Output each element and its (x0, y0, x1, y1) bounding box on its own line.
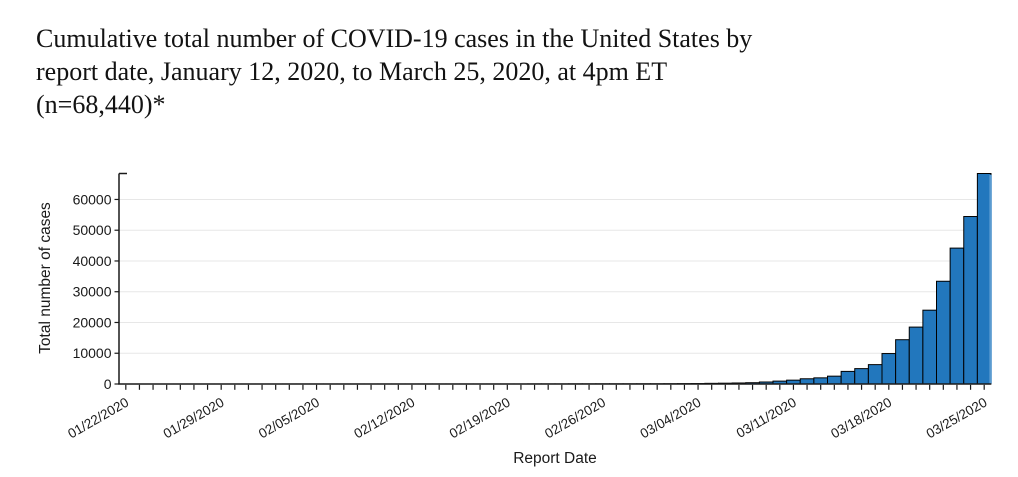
chart-title-line-3: (n=68,440)* (36, 90, 166, 119)
x-tick-label: 01/22/2020 (65, 395, 131, 442)
y-tick-label: 40000 (73, 253, 112, 269)
bar (867, 364, 883, 385)
bar (963, 216, 978, 385)
bar (922, 309, 937, 385)
bar (827, 375, 842, 385)
y-tick-label: 0 (104, 376, 112, 392)
x-tick-label: 03/18/2020 (828, 395, 894, 442)
chart-title-line-1: Cumulative total number of COVID-19 case… (36, 24, 753, 53)
x-tick-label: 03/25/2020 (924, 395, 990, 442)
x-tick-label: 02/26/2020 (542, 395, 608, 442)
y-tick-label: 30000 (73, 284, 112, 300)
x-tick-label: 03/04/2020 (638, 395, 704, 442)
chart-title-line-2: report date, January 12, 2020, to March … (36, 57, 668, 86)
bar (813, 377, 828, 385)
x-tick-label: 02/05/2020 (256, 395, 322, 442)
bar (949, 247, 965, 385)
bar (840, 370, 856, 385)
bar (976, 173, 992, 385)
y-tick-label: 10000 (73, 345, 112, 361)
y-tick-label: 60000 (73, 191, 112, 207)
x-tick-label: 01/29/2020 (161, 395, 227, 442)
y-tick-label: 20000 (73, 314, 112, 330)
x-tick-label: 02/12/2020 (351, 395, 417, 442)
bar (854, 368, 869, 385)
bar (895, 339, 910, 385)
bar (908, 326, 924, 385)
x-tick-label: 03/11/2020 (734, 395, 799, 441)
x-tick-label: 02/19/2020 (447, 395, 513, 442)
y-tick-label: 50000 (73, 222, 112, 238)
x-axis-label: Report Date (513, 450, 597, 467)
bar (936, 280, 951, 385)
bar (881, 353, 897, 385)
chart-title: Cumulative total number of COVID-19 case… (36, 22, 752, 121)
